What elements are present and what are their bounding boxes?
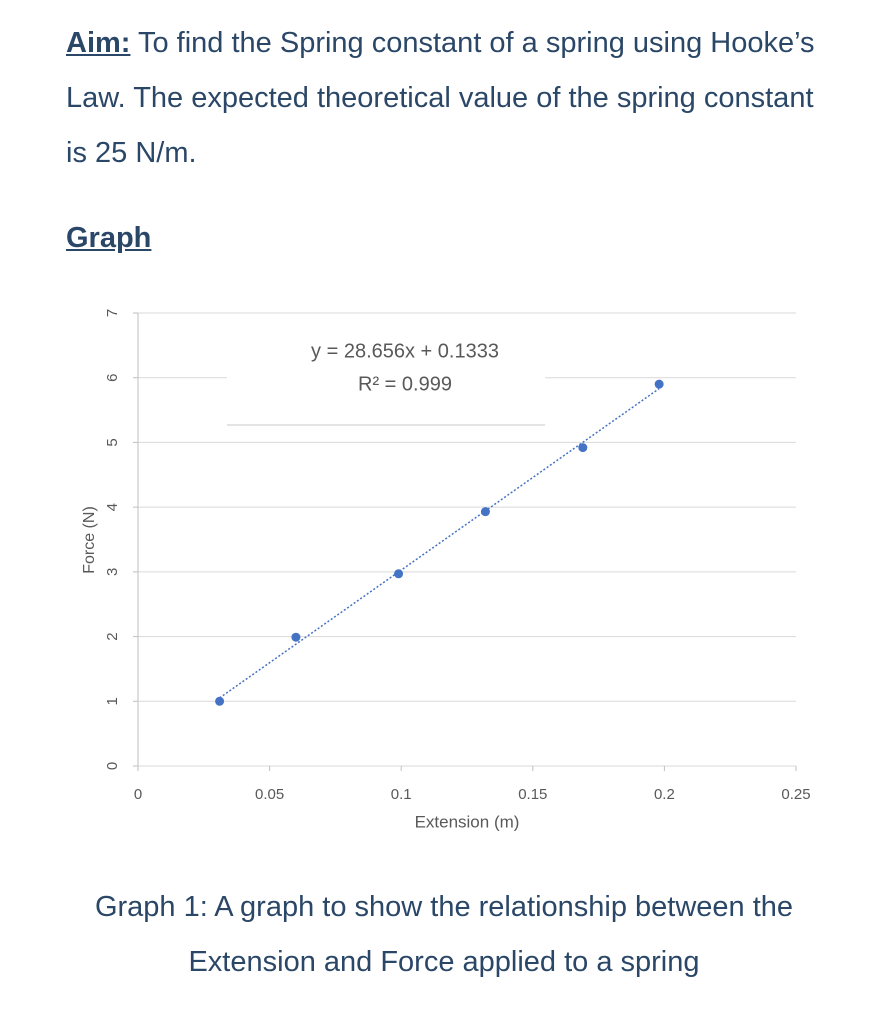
data-point [578, 443, 588, 453]
y-tick-label: 2 [104, 632, 121, 640]
y-tick-label: 6 [104, 374, 121, 382]
x-tick-label: 0.25 [781, 786, 810, 803]
data-point [394, 569, 404, 579]
y-tick-label: 7 [104, 309, 121, 317]
x-tick-label: 0.1 [391, 786, 412, 803]
aim-label: Aim: [66, 27, 131, 59]
aim-paragraph: Aim: To find the Spring constant of a sp… [66, 16, 836, 181]
x-tick-label: 0.05 [255, 786, 284, 803]
x-axis-title: Extension (m) [415, 812, 520, 831]
aim-text: To find the Spring constant of a spring … [66, 27, 815, 169]
y-tick-label: 1 [104, 697, 121, 705]
x-tick-label: 0 [134, 786, 142, 803]
annotation: y = 28.656x + 0.1333 [311, 340, 499, 362]
data-point [480, 507, 490, 517]
y-tick-label: 3 [104, 568, 121, 576]
y-tick-label: 0 [104, 762, 121, 770]
annotation-box [227, 330, 545, 425]
section-heading: Graph [66, 222, 152, 254]
y-tick-label: 4 [104, 503, 121, 511]
data-point [654, 379, 664, 389]
x-tick-label: 0.15 [518, 786, 547, 803]
data-point [215, 696, 225, 706]
y-axis-title: Force (N) [81, 506, 98, 574]
chart: Force (N) Extension (m) 0 1 2 3 4 5 6 7 0 0.05 0.1… [81, 309, 810, 832]
y-tick-label: 5 [104, 438, 121, 446]
x-tick-label: 0.2 [654, 786, 675, 803]
caption: Graph 1: A graph to show the relationshi… [94, 891, 794, 978]
data-point [291, 632, 301, 642]
annotation: R² = 0.999 [358, 373, 452, 395]
trendline [219, 387, 660, 699]
